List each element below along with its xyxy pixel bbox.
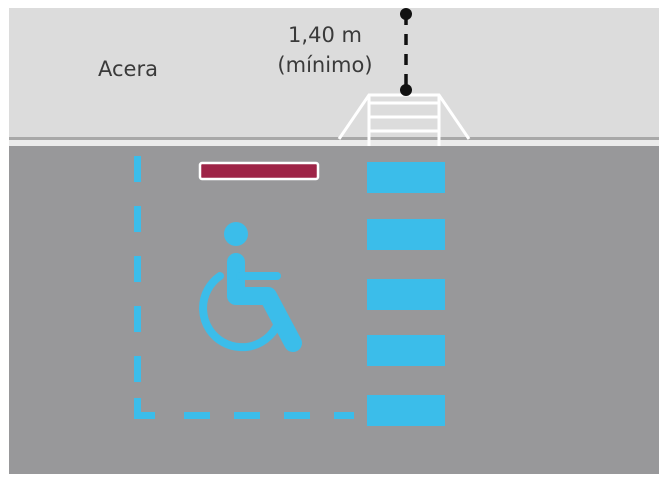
dash-horizontal	[184, 412, 210, 419]
width-dimension	[400, 8, 412, 96]
crosswalk-stripe	[367, 219, 445, 250]
crosswalk-stripe	[367, 335, 445, 366]
dash-vertical	[134, 206, 141, 232]
sidewalk-area	[9, 8, 659, 141]
crosswalk-stripe	[367, 162, 445, 193]
dash-horizontal	[284, 412, 310, 419]
road-area	[9, 141, 659, 474]
dimension-dot-bottom	[400, 84, 412, 96]
parking-space-outline	[134, 156, 354, 419]
width-value-label: 1,40 m	[288, 23, 362, 47]
dash-horizontal	[234, 412, 260, 419]
dash-horizontal	[334, 412, 354, 419]
dimension-dot-top	[400, 8, 412, 20]
dash-vertical	[134, 306, 141, 332]
curb-line	[9, 137, 659, 140]
dash-corner	[134, 398, 141, 419]
width-note-label: (mínimo)	[277, 53, 372, 77]
dash-vertical	[134, 356, 141, 382]
dash-vertical	[134, 156, 141, 182]
sign-bar	[198, 161, 320, 181]
crosswalk-stripe	[367, 279, 445, 310]
dash-corner	[134, 412, 155, 419]
crosswalk	[367, 162, 445, 426]
crosswalk-stripe	[367, 395, 445, 426]
dash-vertical	[134, 256, 141, 282]
curb-highlight	[9, 140, 659, 146]
sidewalk-label: Acera	[98, 57, 158, 81]
wheelchair-icon	[199, 222, 302, 352]
